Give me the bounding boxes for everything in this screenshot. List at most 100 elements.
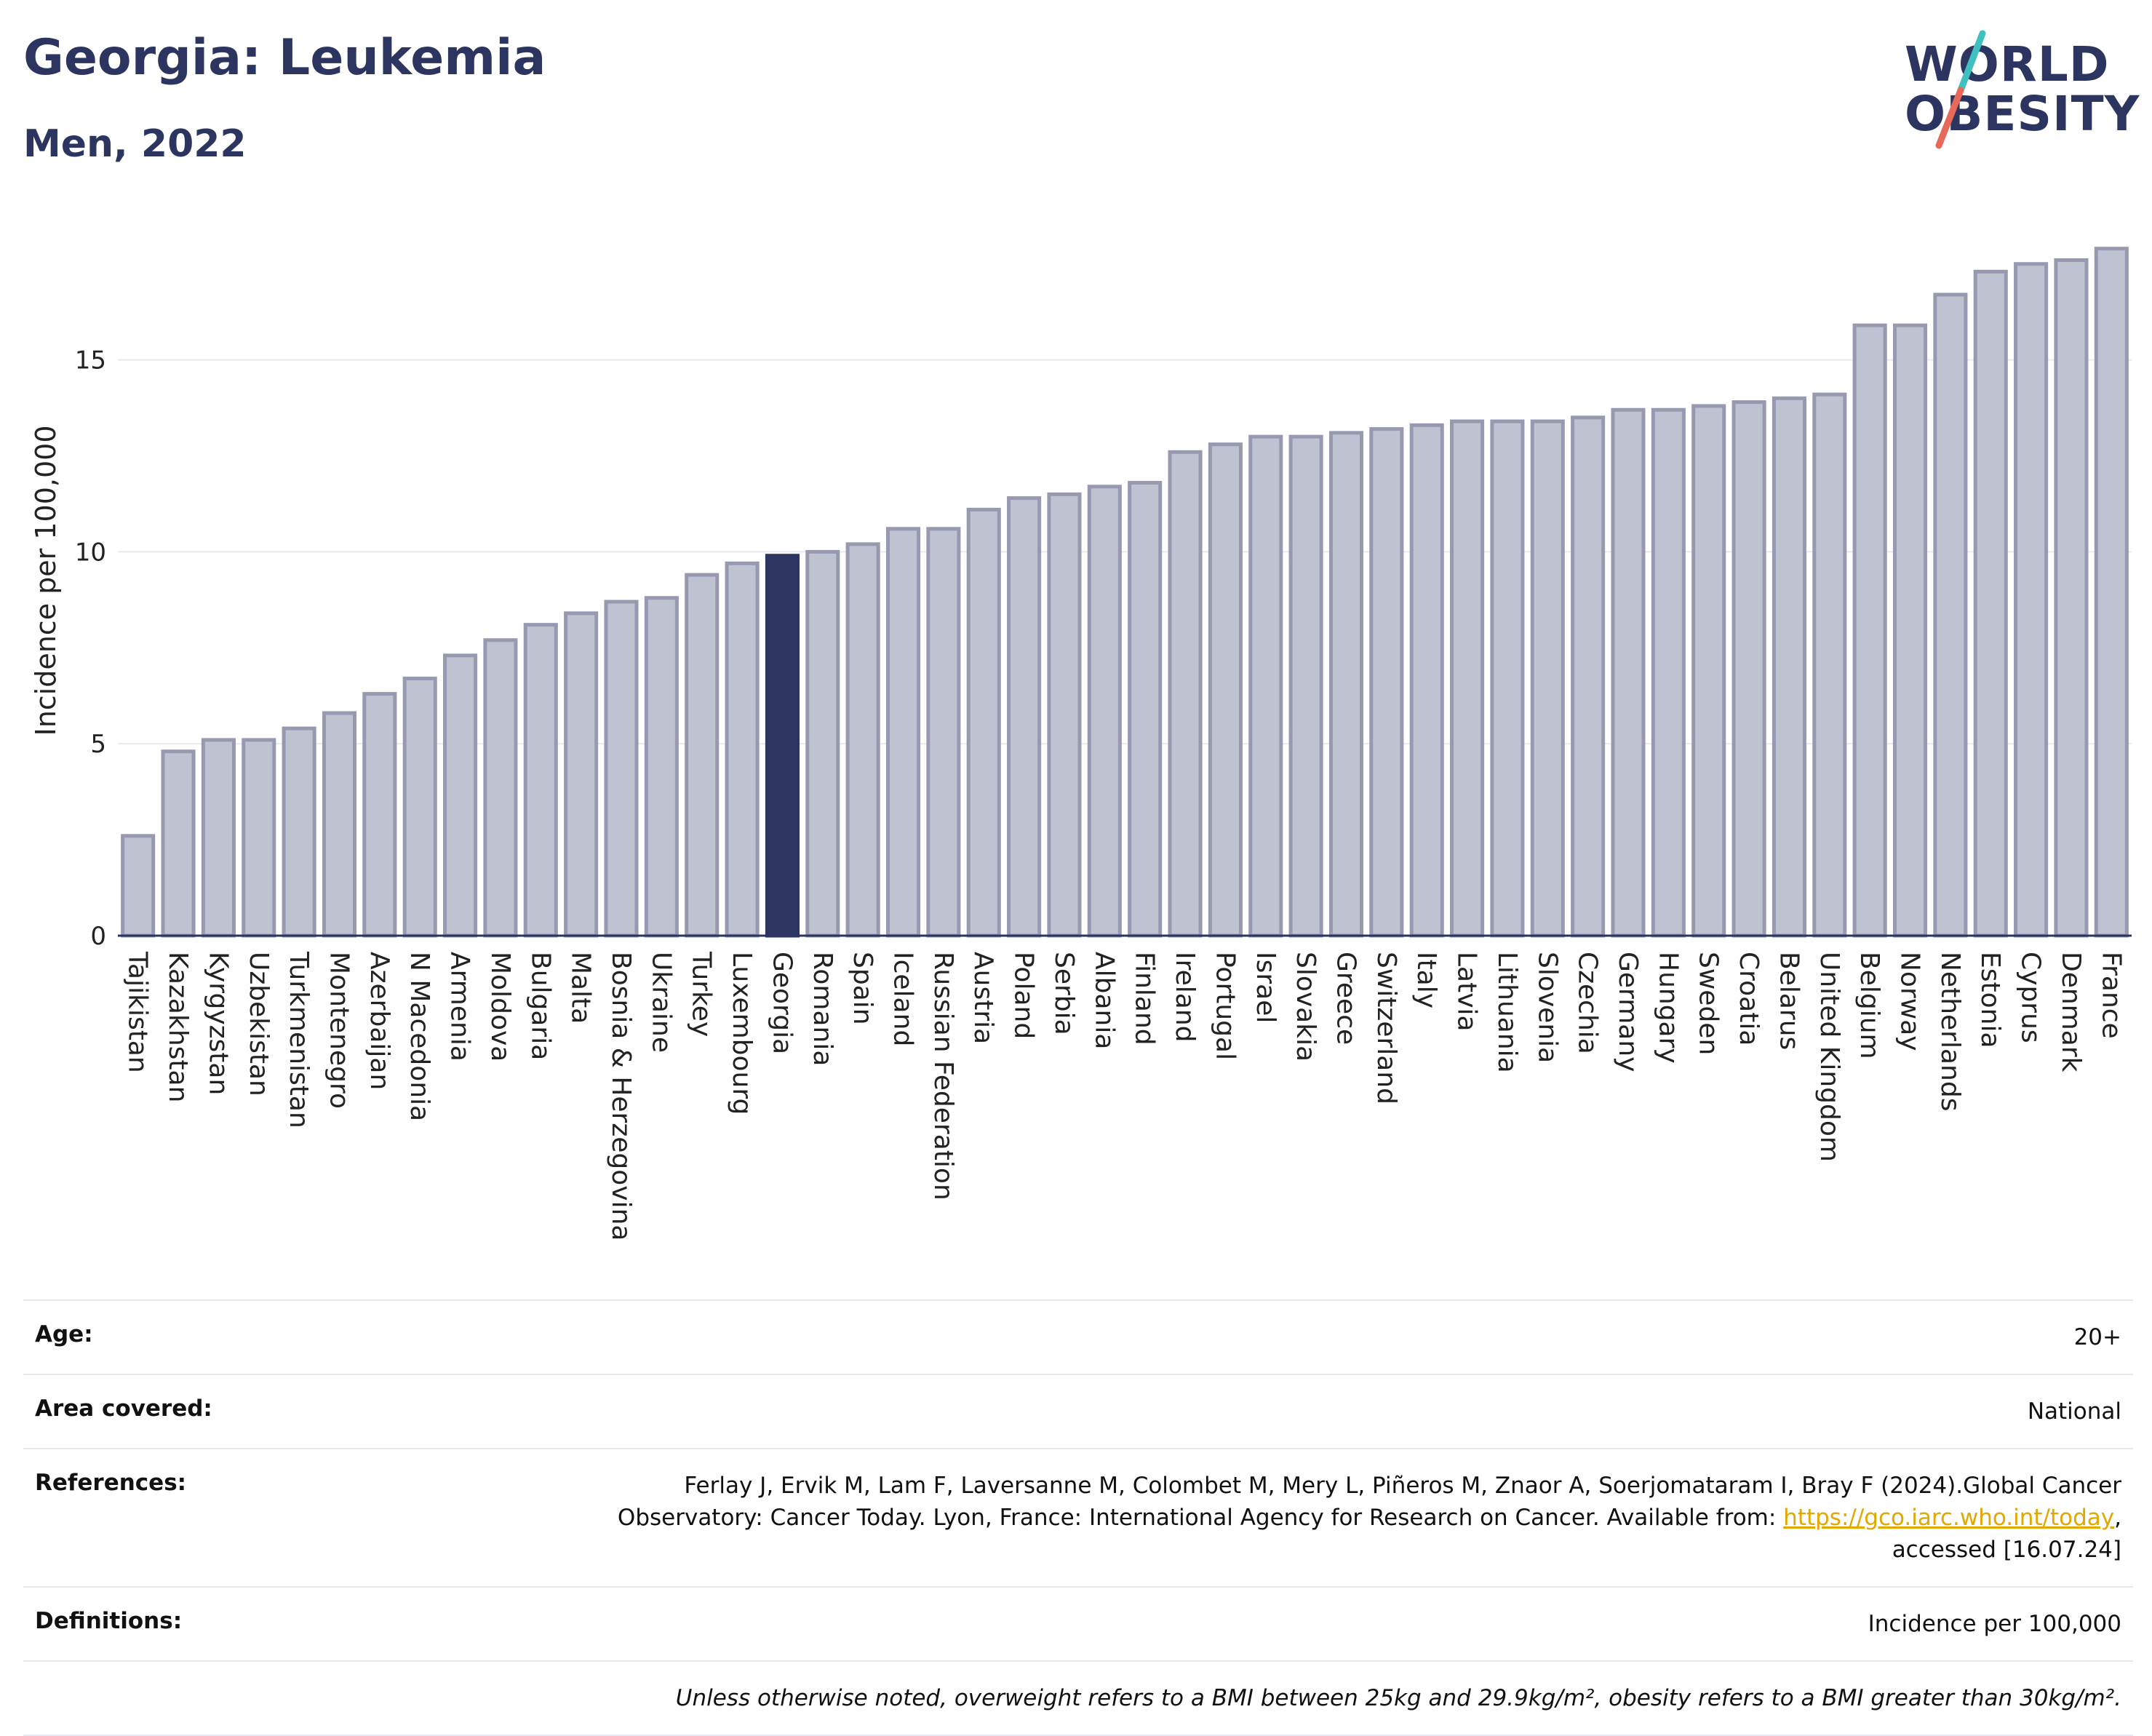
x-tick-label: Italy — [1411, 952, 1441, 1008]
world-obesity-logo: WORLD OBESITY — [1899, 29, 2139, 153]
bar — [966, 507, 1001, 938]
references-link[interactable]: https://gco.iarc.who.int/today — [1783, 1505, 2115, 1531]
x-tick-label: Estonia — [1975, 952, 2005, 1048]
bar — [2054, 258, 2089, 938]
bar — [1248, 434, 1283, 938]
x-tick-label: Israel — [1251, 952, 1280, 1023]
references-text-2: Observatory: Cancer Today. Lyon, France:… — [617, 1505, 1784, 1531]
x-tick-label: Austria — [968, 952, 998, 1044]
bmi-note: Unless otherwise noted, overweight refer… — [675, 1685, 2121, 1711]
x-tick-label: Croatia — [1734, 952, 1764, 1046]
bar — [1047, 492, 1082, 938]
bar — [161, 749, 196, 938]
x-tick-label: Portugal — [1210, 952, 1240, 1060]
y-tick-label: 5 — [90, 730, 106, 759]
x-tick-label: France — [2096, 952, 2126, 1039]
references-label: References: — [35, 1470, 187, 1496]
bar — [242, 738, 276, 938]
bar — [1731, 400, 1766, 938]
meta-row-note: Unless otherwise noted, overweight refer… — [23, 1660, 2133, 1736]
bar — [1328, 431, 1364, 938]
x-tick-label: Belgium — [1854, 952, 1884, 1059]
x-tick-label: Bosnia & Herzegovina — [606, 952, 636, 1241]
x-tick-label: Finland — [1130, 952, 1160, 1046]
bar — [1288, 434, 1323, 938]
area-label: Area covered: — [35, 1395, 212, 1422]
x-tick-label: Turkmenistan — [284, 951, 314, 1128]
bar — [564, 611, 599, 938]
bar — [1369, 427, 1404, 938]
x-tick-label: Hungary — [1653, 952, 1683, 1064]
x-tick-label: Czechia — [1573, 952, 1603, 1054]
bar — [1168, 450, 1203, 938]
bar — [845, 542, 880, 938]
bar — [604, 600, 639, 938]
bar — [1651, 407, 1686, 938]
references-value: Ferlay J, Ervik M, Lam F, Laversanne M, … — [617, 1473, 2121, 1563]
x-tick-label: Moldova — [485, 952, 515, 1062]
x-tick-label: Tajikistan — [123, 951, 153, 1073]
definitions-label: Definitions: — [35, 1608, 183, 1634]
y-tick-label: 15 — [75, 346, 106, 375]
x-tick-label: Lithuania — [1492, 952, 1522, 1073]
x-tick-label: Ukraine — [646, 952, 676, 1053]
bar — [926, 527, 961, 938]
references-text-3: accessed [16.07.24] — [1892, 1537, 2121, 1563]
x-tick-label: Turkey — [687, 951, 717, 1037]
meta-row-area: Area covered: National — [23, 1374, 2133, 1448]
logo-line-1: WORLD — [1905, 36, 2110, 92]
y-tick-label: 0 — [90, 922, 106, 951]
bar — [725, 561, 760, 938]
references-text-1: Ferlay J, Ervik M, Lam F, Laversanne M, … — [684, 1473, 2121, 1499]
bar — [1973, 269, 2008, 938]
x-tick-label: Albania — [1089, 952, 1119, 1049]
x-tick-label: Azerbaijan — [364, 952, 394, 1090]
x-tick-label: Belarus — [1774, 952, 1804, 1050]
x-tick-label: Armenia — [445, 952, 475, 1062]
x-tick-label: Bulgaria — [525, 952, 555, 1060]
x-tick-label: Switzerland — [1371, 952, 1401, 1104]
bar — [1571, 415, 1606, 938]
x-tick-label: Iceland — [888, 952, 918, 1046]
x-tick-label: Sweden — [1694, 952, 1723, 1055]
x-tick-label: Cyprus — [2016, 952, 2046, 1043]
x-tick-label: Latvia — [1452, 952, 1482, 1032]
bar — [1409, 423, 1444, 938]
x-tick-label: Luxembourg — [727, 952, 757, 1115]
x-tick-label: Montenegro — [324, 952, 354, 1109]
bar — [2014, 262, 2049, 938]
bar — [1208, 442, 1243, 938]
definitions-value: Incidence per 100,000 — [1868, 1611, 2121, 1637]
bar — [1852, 323, 1887, 938]
chart-area: 0 5 10 15 Incidence per 100,000 Tajikistan Kaz… — [0, 175, 2152, 1295]
bar — [121, 834, 156, 938]
meta-row-age: Age: 20+ — [23, 1299, 2133, 1374]
x-tick-label: Slovakia — [1291, 952, 1320, 1062]
bar — [483, 638, 518, 938]
x-tick-label: N Macedonia — [405, 952, 434, 1121]
x-tick-label: United Kingdom — [1814, 952, 1844, 1162]
x-tick-label: Serbia — [1049, 952, 1079, 1035]
bar — [402, 677, 437, 938]
x-tick-label: Malta — [566, 952, 596, 1024]
x-tick-label: Kazakhstan — [163, 952, 193, 1102]
bar — [362, 692, 397, 938]
logo-slash-icon — [1935, 30, 1986, 149]
y-tick-label: 10 — [75, 538, 106, 567]
bar — [1611, 407, 1646, 938]
x-tick-label: Uzbekistan — [244, 952, 274, 1096]
page-title: Georgia: Leukemia — [23, 29, 546, 87]
bar — [1772, 396, 1806, 938]
age-value: 20+ — [2073, 1324, 2121, 1350]
bar — [1128, 480, 1163, 938]
x-tick-label: Netherlands — [1935, 952, 1965, 1111]
bar — [1530, 419, 1565, 938]
x-tick-label: Romania — [808, 952, 837, 1066]
bar — [282, 726, 316, 938]
bar — [1933, 292, 1968, 938]
bar — [1490, 419, 1525, 938]
x-tick-label: Georgia — [767, 952, 797, 1054]
bar — [1007, 496, 1042, 938]
bar — [1812, 392, 1847, 938]
y-axis-label: Incidence per 100,000 — [30, 425, 62, 736]
